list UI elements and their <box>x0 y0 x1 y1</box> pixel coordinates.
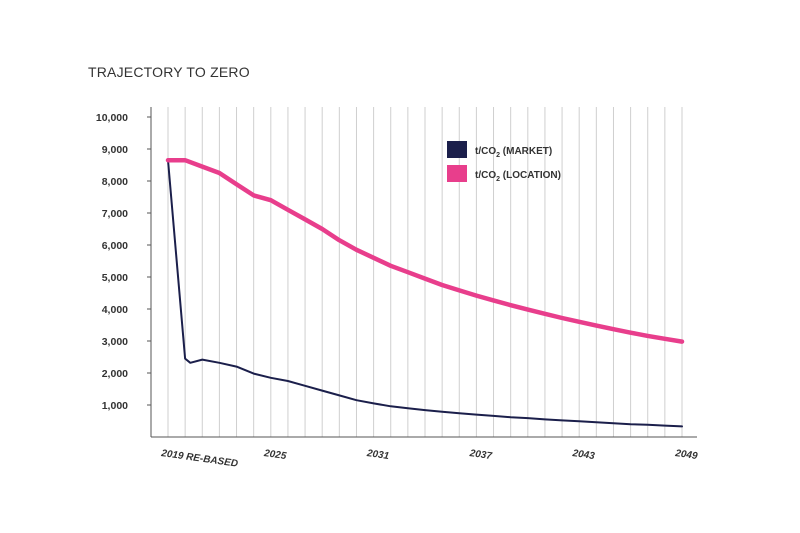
x-tick-label: 2037 <box>468 448 493 462</box>
legend: t/CO2 (MARKET) t/CO2 (LOCATION) <box>447 141 561 183</box>
series-line-location <box>165 157 685 344</box>
series-line-market <box>167 159 683 428</box>
legend-swatch <box>447 141 467 158</box>
x-tick-label: 2019 RE-BASED <box>160 448 239 470</box>
series-lines <box>165 157 685 428</box>
y-tick-label: 2,000 <box>102 368 128 380</box>
x-tick-label: 2049 <box>674 448 699 462</box>
x-tick-label: 2025 <box>262 448 287 462</box>
y-tick-label: 10,000 <box>96 112 128 124</box>
y-tick-label: 9,000 <box>102 144 128 156</box>
y-tick-label: 8,000 <box>102 176 128 188</box>
y-tick-label: 7,000 <box>102 208 128 220</box>
legend-swatch <box>447 165 467 182</box>
chart-title: TRAJECTORY TO ZERO <box>88 64 250 80</box>
y-tick-label: 5,000 <box>102 272 128 284</box>
x-axis-ticks: 2019 RE-BASED 2025 2031 2037 2043 2049 <box>160 448 699 470</box>
y-tick-label: 3,000 <box>102 336 128 348</box>
legend-label: t/CO2 (LOCATION) <box>475 170 561 183</box>
y-tick-label: 4,000 <box>102 304 128 316</box>
axes <box>150 107 697 438</box>
y-tick-label: 6,000 <box>102 240 128 252</box>
y-axis-ticks: 1,000 2,000 3,000 4,000 5,000 6,000 7,000 8,000… <box>96 112 151 412</box>
legend-label: t/CO2 (MARKET) <box>475 146 552 159</box>
y-tick-label: 1,000 <box>102 400 128 412</box>
vertical-gridlines <box>167 107 683 437</box>
x-tick-label: 2031 <box>365 448 390 462</box>
x-tick-label: 2043 <box>571 448 596 462</box>
